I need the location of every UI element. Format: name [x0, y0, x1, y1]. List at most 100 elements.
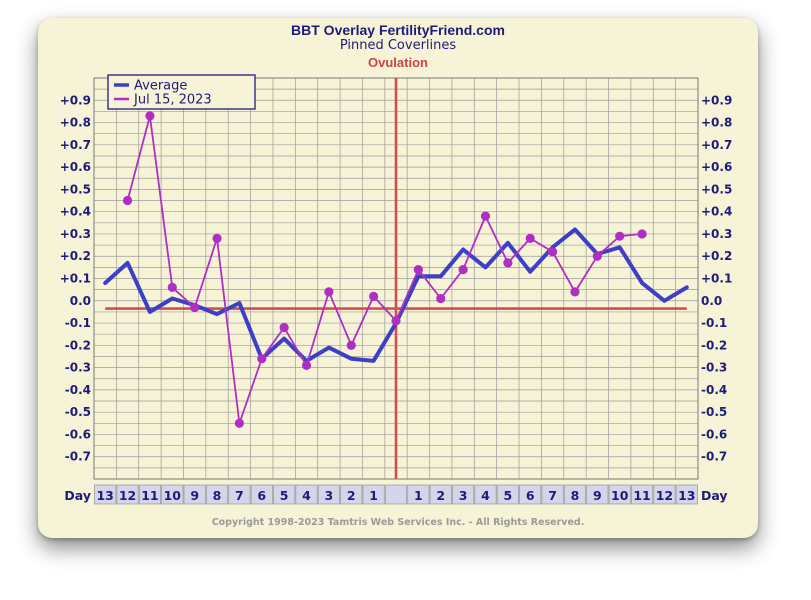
day-tick-label: 1	[369, 488, 378, 503]
y-tick-label-left: +0.2	[60, 249, 91, 263]
day-cell	[452, 484, 475, 505]
day-cell	[653, 484, 676, 505]
day-tick-label: 6	[526, 488, 535, 503]
cycle-data-point	[234, 418, 245, 428]
y-tick-label-right: +0.8	[701, 116, 732, 130]
day-axis-label-left: Day	[64, 488, 91, 503]
day-cell	[407, 484, 430, 505]
day-tick-label: 8	[213, 488, 222, 503]
day-tick-label: 6	[257, 488, 266, 503]
day-tick-label: 12	[656, 488, 673, 503]
y-tick-label-right: +0.9	[701, 93, 732, 107]
day-cell	[317, 484, 340, 505]
day-tick-label: 4	[481, 488, 490, 503]
y-tick-label-left: -0.5	[65, 405, 91, 419]
day-cell	[586, 484, 609, 505]
day-cell	[362, 484, 385, 505]
y-tick-label-right: -0.3	[701, 361, 727, 375]
day-tick-label: 11	[633, 488, 650, 503]
cycle-data-point	[212, 233, 222, 243]
legend-label: Jul 15, 2023	[133, 93, 212, 108]
day-tick-label: 1	[414, 488, 423, 503]
day-cell	[429, 484, 452, 505]
y-tick-label-left: -0.7	[65, 450, 91, 464]
cycle-data-point	[324, 287, 334, 297]
y-tick-label-right: +0.4	[701, 205, 732, 219]
day-tick-label: 4	[302, 488, 311, 503]
cycle-data-point	[503, 258, 513, 268]
day-tick-label: 3	[325, 488, 334, 503]
y-tick-label-right: +0.1	[701, 272, 732, 286]
day-cell	[138, 484, 162, 505]
day-cell	[563, 484, 587, 505]
y-tick-label-left: -0.6	[65, 427, 91, 441]
day-tick-label: 13	[96, 488, 113, 503]
cycle-data-point	[547, 247, 558, 257]
y-tick-label-left: +0.4	[60, 205, 91, 219]
day-cell	[496, 484, 519, 505]
grid	[93, 77, 699, 480]
day-cell	[273, 484, 296, 505]
chart-card: BBT Overlay FertilityFriend.com Pinned Co…	[38, 18, 758, 538]
day-cell	[183, 484, 206, 505]
cycle-data-point	[592, 251, 602, 261]
ovulation-label: Ovulation	[368, 55, 428, 70]
day-tick-label: 9	[593, 488, 602, 503]
cycle-data-point	[525, 233, 535, 243]
day-tick-label: 2	[347, 488, 356, 503]
y-tick-label-left: +0.6	[60, 160, 91, 174]
y-tick-label-left: +0.7	[60, 138, 91, 152]
day-cell	[608, 484, 631, 505]
y-tick-label-left: -0.2	[65, 338, 91, 352]
cycle-data-point	[637, 229, 647, 239]
cycle-series-line	[126, 115, 643, 425]
cycle-data-point	[279, 322, 289, 333]
chart-subtitle: Pinned Coverlines	[340, 38, 457, 53]
day-cell	[474, 484, 497, 505]
legend-label: Average	[134, 79, 187, 94]
chart-title: BBT Overlay FertilityFriend.com	[291, 22, 505, 38]
y-tick-label-left: -0.4	[65, 383, 91, 397]
cycle-data-point	[346, 340, 356, 350]
day-cell	[161, 484, 184, 505]
y-tick-label-right: 0.0	[701, 294, 722, 308]
copyright-text: Copyright 1998-2023 Tamtris Web Services…	[212, 517, 585, 528]
cycle-data-point	[167, 282, 177, 293]
y-tick-label-right: -0.2	[701, 338, 727, 352]
y-tick-label-right: -0.6	[701, 427, 727, 441]
cycle-data-point	[190, 302, 200, 313]
legend-box	[107, 74, 256, 110]
day-tick-label: 11	[141, 488, 158, 503]
day-cell	[205, 484, 229, 505]
y-tick-label-left: -0.1	[65, 316, 91, 330]
day-cell	[116, 484, 139, 505]
y-tick-label-left: +0.5	[60, 182, 91, 196]
y-tick-label-left: 0.0	[70, 294, 91, 308]
cycle-data-point	[122, 195, 133, 206]
day-tick-label: 13	[678, 488, 695, 503]
y-tick-label-left: +0.8	[60, 116, 91, 130]
cycle-data-point	[391, 316, 401, 326]
day-axis-label-right: Day	[701, 488, 728, 503]
y-tick-label-right: +0.7	[701, 138, 732, 152]
y-tick-label-right: +0.6	[701, 160, 732, 174]
day-tick-label: 3	[459, 488, 468, 503]
y-tick-label-right: +0.3	[701, 227, 732, 241]
day-tick-label: 8	[571, 488, 580, 503]
y-tick-label-left: +0.9	[60, 93, 91, 107]
y-tick-label-right: -0.1	[701, 316, 727, 330]
day-tick-label: 9	[190, 488, 199, 503]
y-tick-label-right: +0.5	[701, 182, 732, 196]
y-tick-label-right: -0.5	[701, 405, 727, 419]
cycle-data-point	[369, 291, 379, 301]
day-cell	[94, 484, 117, 505]
day-tick-label: 7	[548, 488, 557, 503]
day-tick-label: 5	[504, 488, 513, 503]
cycle-data-point	[413, 264, 423, 275]
cycle-data-point	[301, 360, 312, 370]
day-cell	[228, 484, 251, 505]
day-tick-label: 2	[436, 488, 445, 503]
y-tick-label-right: +0.2	[701, 249, 732, 263]
day-cell	[541, 484, 564, 505]
